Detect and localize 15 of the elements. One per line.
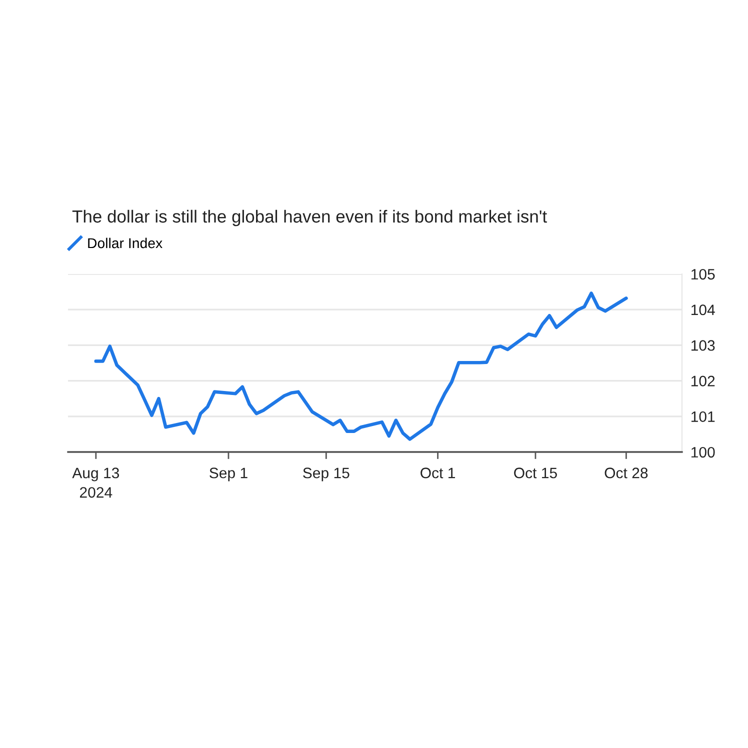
line-series [94,292,628,441]
x-tick-label: Sep 15 [303,468,350,482]
x-tick-label: Aug 13 2024 [72,468,120,498]
y-tick-label: 103 [691,340,715,351]
y-tick-label: 101 [691,411,715,422]
x-tick-label: Oct 28 [604,468,648,478]
x-tick-label: Oct 1 [420,468,455,478]
chart-title: The dollar is still the global haven even if its bond market isn't [72,210,547,226]
x-tick-label: Sep 1 [210,468,248,482]
y-tick-label: 102 [691,376,715,386]
y-tick-label: 105 [691,268,715,280]
legend-label: Dollar Index [88,238,162,248]
x-tick-label: Oct 15 [514,468,557,478]
y-tick-label: 100 [691,446,715,458]
y-tick-label: 104 [691,304,715,316]
